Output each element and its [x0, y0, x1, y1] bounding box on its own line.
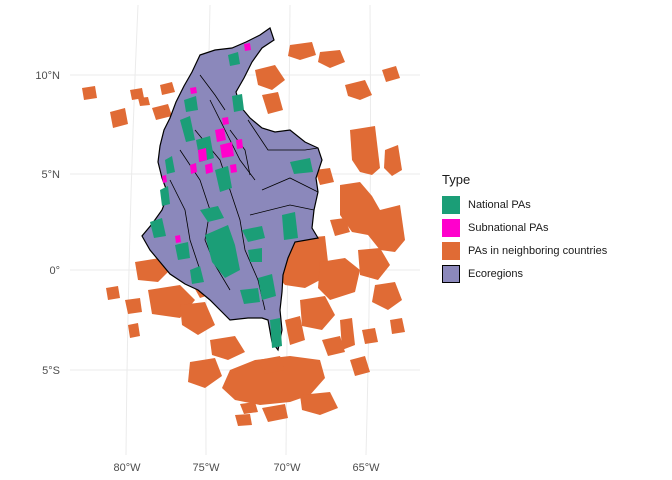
legend-label: Subnational PAs — [468, 221, 549, 234]
legend-item-neighbor: PAs in neighboring countries — [442, 239, 667, 262]
lon-label-80w: 80°W — [113, 462, 141, 474]
legend-swatch — [442, 241, 460, 260]
legend-item-national: National PAs — [442, 193, 667, 216]
legend-item-ecoregions: Ecoregions — [442, 262, 667, 285]
lon-label-70w: 70°W — [273, 462, 301, 474]
lon-label-65w: 65°W — [352, 462, 380, 474]
legend-item-subnational: Subnational PAs — [442, 216, 667, 239]
legend-swatch — [442, 195, 460, 214]
legend-swatch — [442, 218, 460, 237]
lat-label-5n: 5°N — [42, 169, 61, 181]
subnational-pas — [162, 43, 251, 243]
lat-label-0: 0° — [49, 265, 60, 277]
legend-swatch — [442, 264, 460, 283]
longitude-labels: 80°W 75°W 70°W 65°W — [113, 462, 380, 474]
legend-label: PAs in neighboring countries — [468, 244, 608, 257]
neighbor-pas — [82, 42, 405, 426]
legend-label: Ecoregions — [468, 267, 524, 280]
legend-label: National PAs — [468, 198, 531, 211]
lon-label-75w: 75°W — [192, 462, 220, 474]
legend: Type National PAs Subnational PAs PAs in… — [442, 172, 667, 285]
latitude-labels: 10°N 5°N 0° 5°S — [35, 70, 60, 377]
lat-label-5s: 5°S — [42, 365, 60, 377]
legend-title: Type — [442, 172, 471, 187]
lat-label-10n: 10°N — [35, 70, 60, 82]
national-pas — [150, 52, 313, 348]
